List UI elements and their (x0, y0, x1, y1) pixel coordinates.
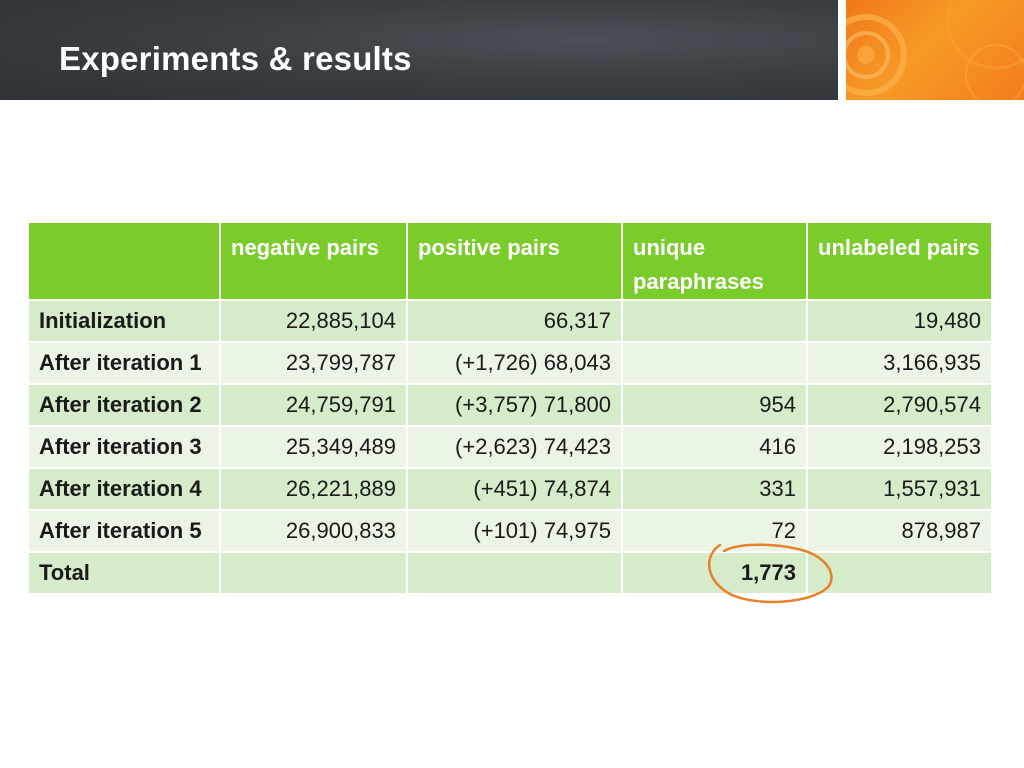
unlabeled-pairs-cell: 1,557,931 (806, 467, 993, 511)
table-row: After iteration 3 25,349,489 (+2,623) 74… (27, 425, 993, 469)
unlabeled-pairs-cell: 2,790,574 (806, 383, 993, 427)
table-row: After iteration 5 26,900,833 (+101) 74,9… (27, 509, 993, 553)
unique-paraphrases-cell: 416 (621, 425, 808, 469)
header-cell-corner (27, 221, 221, 301)
table-row: Initialization 22,885,104 66,317 19,480 (27, 299, 993, 343)
negative-pairs-cell: 24,759,791 (219, 383, 408, 427)
results-table: negative pairs positive pairs unique par… (27, 221, 993, 595)
table-total-row: Total 1,773 (27, 551, 993, 595)
row-label: Initialization (27, 299, 221, 343)
row-label: After iteration 5 (27, 509, 221, 553)
table-row: After iteration 1 23,799,787 (+1,726) 68… (27, 341, 993, 385)
unlabeled-pairs-cell: 878,987 (806, 509, 993, 553)
negative-pairs-cell: 26,900,833 (219, 509, 408, 553)
slide-title: Experiments & results (59, 40, 412, 77)
positive-pairs-cell: (+451) 74,874 (406, 467, 623, 511)
positive-pairs-cell: (+2,623) 74,423 (406, 425, 623, 469)
unique-paraphrases-cell (621, 299, 808, 343)
table-header-row: negative pairs positive pairs unique par… (27, 221, 993, 301)
negative-pairs-cell (219, 551, 408, 595)
row-label: After iteration 3 (27, 425, 221, 469)
positive-pairs-cell: 66,317 (406, 299, 623, 343)
unlabeled-pairs-cell: 2,198,253 (806, 425, 993, 469)
row-label: After iteration 2 (27, 383, 221, 427)
unique-paraphrases-cell: 954 (621, 383, 808, 427)
unique-paraphrases-cell (621, 341, 808, 385)
positive-pairs-cell: (+101) 74,975 (406, 509, 623, 553)
header-divider (838, 0, 846, 100)
decorative-orange-panel (846, 0, 1024, 100)
header-unique-paraphrases: unique paraphrases (621, 221, 808, 301)
unique-paraphrases-cell: 331 (621, 467, 808, 511)
positive-pairs-cell: (+3,757) 71,800 (406, 383, 623, 427)
total-row-label: Total (27, 551, 221, 595)
row-label: After iteration 1 (27, 341, 221, 385)
negative-pairs-cell: 26,221,889 (219, 467, 408, 511)
unique-paraphrases-cell: 72 (621, 509, 808, 553)
negative-pairs-cell: 25,349,489 (219, 425, 408, 469)
total-unique-paraphrases-cell: 1,773 (621, 551, 808, 595)
unlabeled-pairs-cell (806, 551, 993, 595)
header-positive-pairs: positive pairs (406, 221, 623, 301)
decorative-circles-graphic (846, 0, 1024, 100)
negative-pairs-cell: 23,799,787 (219, 341, 408, 385)
unlabeled-pairs-cell: 19,480 (806, 299, 993, 343)
header-negative-pairs: negative pairs (219, 221, 408, 301)
negative-pairs-cell: 22,885,104 (219, 299, 408, 343)
table-row: After iteration 2 24,759,791 (+3,757) 71… (27, 383, 993, 427)
positive-pairs-cell: (+1,726) 68,043 (406, 341, 623, 385)
slide-header-bar: Experiments & results (0, 0, 838, 100)
positive-pairs-cell (406, 551, 623, 595)
unlabeled-pairs-cell: 3,166,935 (806, 341, 993, 385)
table-row: After iteration 4 26,221,889 (+451) 74,8… (27, 467, 993, 511)
header-unlabeled-pairs: unlabeled pairs (806, 221, 993, 301)
row-label: After iteration 4 (27, 467, 221, 511)
